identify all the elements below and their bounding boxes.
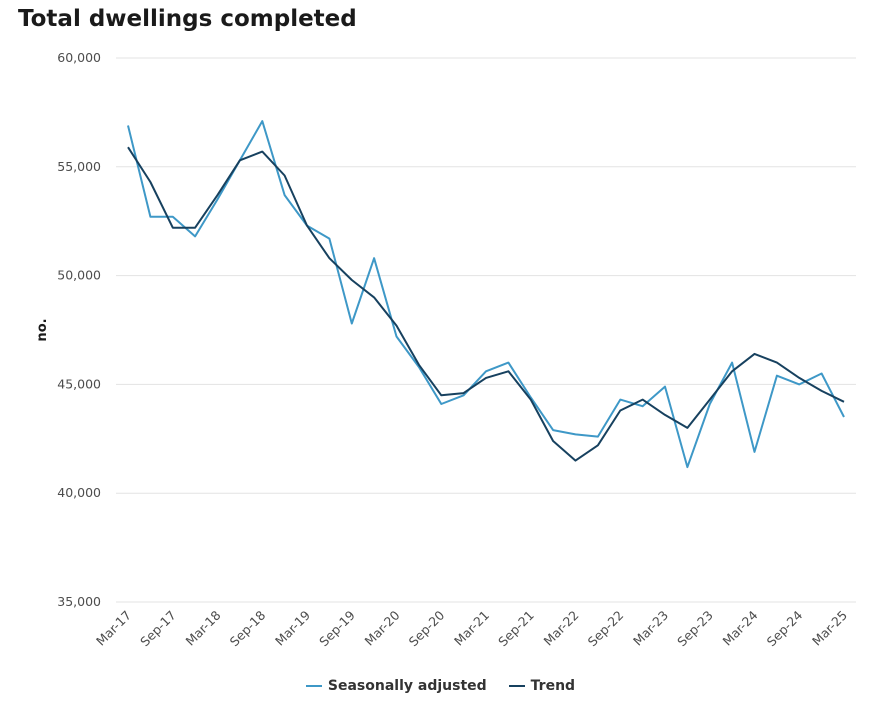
- x-tick-label: Mar-19: [272, 607, 313, 648]
- legend-item[interactable]: Trend: [508, 678, 576, 694]
- series-lines: [127, 120, 845, 469]
- y-axis-label: no.: [35, 318, 50, 341]
- x-tick-label: Mar-17: [93, 608, 134, 649]
- x-tick-label: Sep-21: [495, 608, 537, 650]
- chart-title: Total dwellings completed: [18, 6, 357, 32]
- series-line-seasonally-adjusted: [127, 120, 845, 469]
- y-tick-label: 50,000: [57, 268, 101, 283]
- legend-swatch: [305, 685, 322, 687]
- x-tick-label: Mar-21: [451, 608, 492, 649]
- x-tick-label: Sep-24: [764, 607, 806, 649]
- grid-lines: [116, 57, 856, 603]
- x-tick-label: Mar-23: [630, 608, 671, 649]
- legend-label: Seasonally adjusted: [327, 678, 487, 694]
- y-tick-label: 60,000: [57, 50, 101, 65]
- x-tick-label: Mar-22: [540, 608, 581, 649]
- x-tick-label: Mar-24: [719, 607, 760, 648]
- legend-label: Trend: [530, 678, 576, 694]
- y-tick-label: 45,000: [57, 376, 101, 391]
- y-tick-label: 35,000: [57, 594, 101, 609]
- x-tick-label: Mar-18: [182, 607, 223, 648]
- legend-item[interactable]: Seasonally adjusted: [305, 678, 487, 694]
- y-axis-ticks: 35,000 40,000 45,000 50,000 55,000 60,000: [57, 50, 101, 609]
- x-tick-label: Sep-18: [227, 607, 269, 649]
- x-tick-label: Sep-19: [316, 607, 358, 649]
- x-tick-label: Sep-22: [585, 608, 627, 650]
- legend: Seasonally adjusted Trend: [0, 678, 881, 694]
- x-tick-label: Sep-17: [137, 608, 179, 650]
- legend-swatch: [508, 685, 525, 687]
- series-line-trend: [127, 146, 845, 462]
- x-axis-ticks: Mar-17 Sep-17 Mar-18 Sep-18 Mar-19 Sep-19 Mar-…: [93, 607, 850, 649]
- x-tick-label: Mar-20: [361, 607, 402, 648]
- y-tick-label: 40,000: [57, 485, 101, 500]
- x-tick-label: Sep-23: [674, 608, 716, 650]
- y-tick-label: 55,000: [57, 159, 101, 174]
- x-tick-label: Mar-25: [809, 608, 850, 649]
- x-tick-label: Sep-20: [406, 607, 448, 649]
